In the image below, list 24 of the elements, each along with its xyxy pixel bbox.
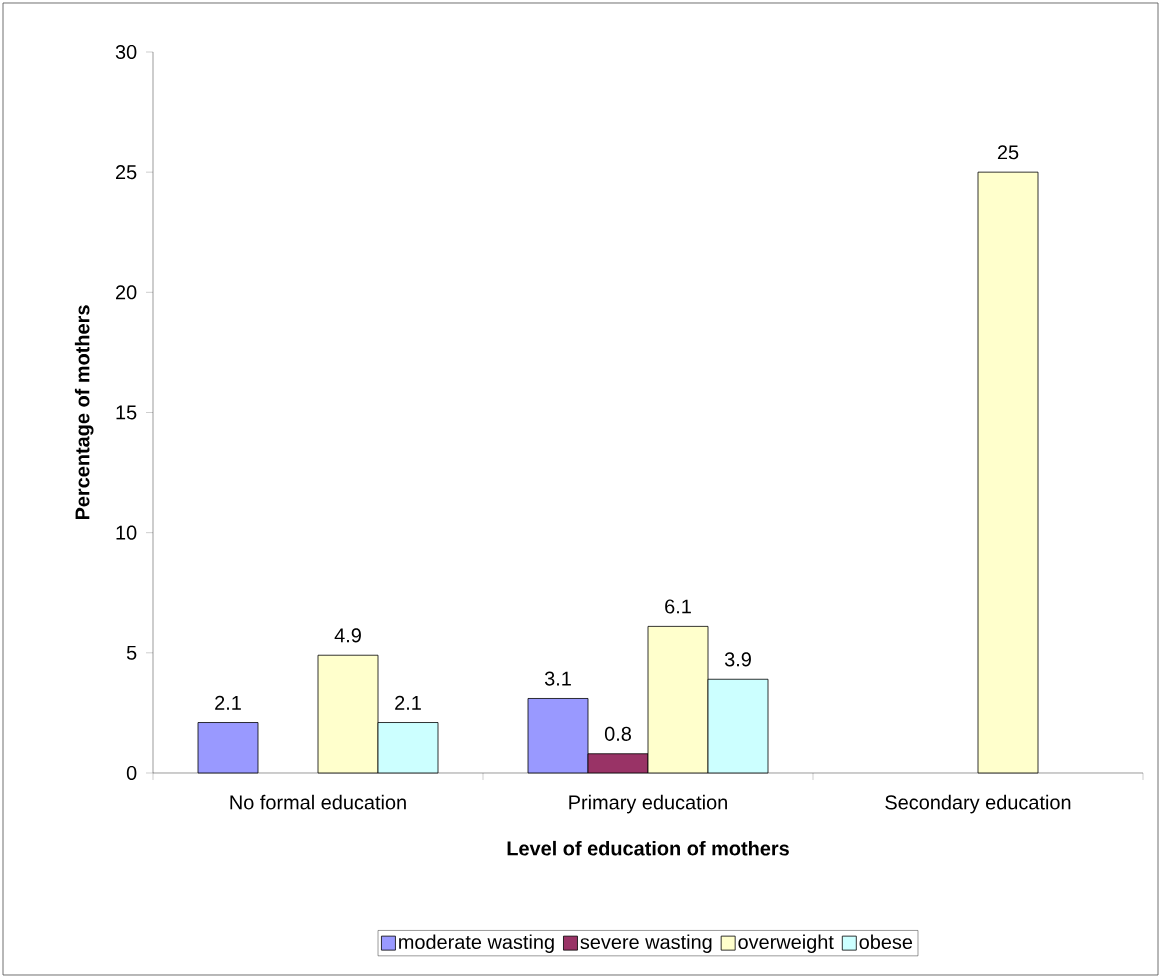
legend-label: severe wasting — [580, 934, 712, 954]
legend-label: moderate wasting — [399, 934, 554, 954]
legend-label: obese — [859, 934, 913, 950]
data-label: 2.1 — [215, 695, 241, 710]
x-tick-label: Secondary education — [885, 794, 1071, 814]
y-tick-label: 5 — [126, 645, 137, 660]
legend-label: overweight — [738, 934, 834, 954]
y-tick-label: 15 — [116, 405, 137, 420]
y-tick-label: 0 — [126, 765, 137, 781]
y-tick-label: 10 — [116, 525, 137, 540]
data-label: 2.1 — [395, 695, 421, 710]
y-tick-label: 20 — [116, 285, 137, 300]
data-label: 25 — [997, 145, 1019, 160]
x-tick-label: No formal education — [230, 794, 406, 810]
data-label: 3.1 — [544, 671, 571, 686]
data-label: 0.8 — [604, 726, 631, 741]
data-label: 6.1 — [665, 599, 691, 614]
data-label: 4.9 — [334, 628, 361, 643]
y-tick-label: 30 — [115, 44, 137, 60]
data-label: 3.9 — [724, 652, 751, 667]
x-axis-title: Level of education of mothers — [507, 840, 789, 856]
x-tick-label: Primary education — [569, 794, 727, 814]
y-tick-label: 25 — [116, 165, 137, 180]
y-axis-title: Percentage of mothers — [74, 305, 94, 520]
